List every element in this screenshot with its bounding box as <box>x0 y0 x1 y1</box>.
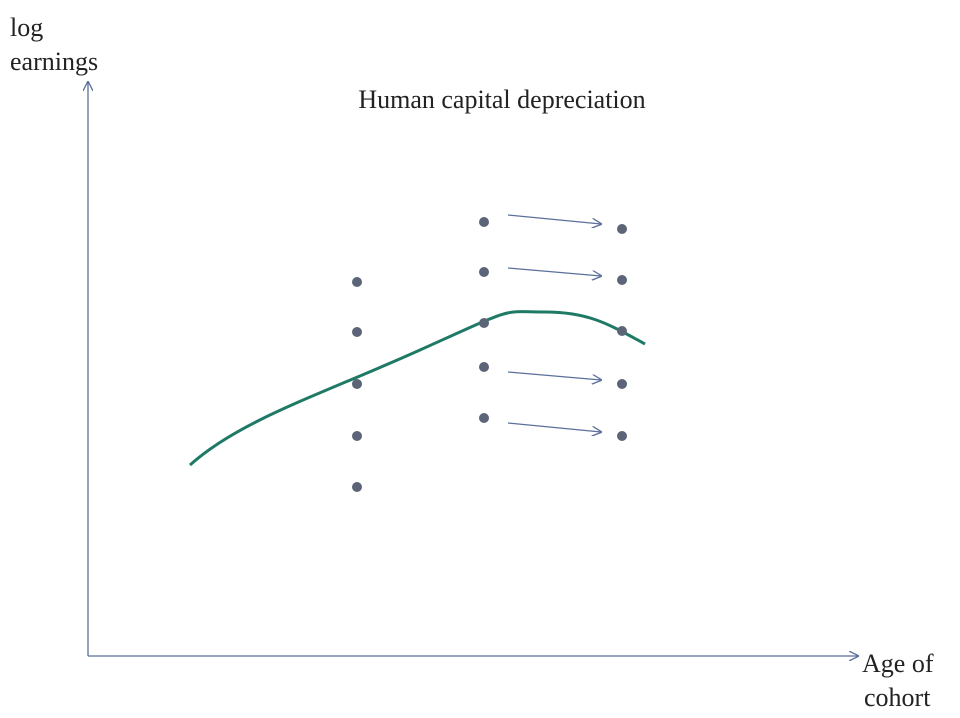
dot <box>352 327 362 337</box>
x-axis-label: cohort <box>864 683 931 712</box>
dot <box>617 224 627 234</box>
dot <box>479 362 489 372</box>
dots-left <box>352 277 362 492</box>
shift-arrows <box>507 214 601 432</box>
dot <box>352 379 362 389</box>
arrow <box>507 422 601 432</box>
arrow <box>507 267 601 276</box>
dot <box>617 275 627 285</box>
dot <box>479 267 489 277</box>
dot <box>479 413 489 423</box>
dots-middle <box>479 217 489 423</box>
arrow <box>507 371 601 380</box>
dot <box>352 431 362 441</box>
dot <box>352 277 362 287</box>
dot <box>617 326 627 336</box>
dots-right <box>617 224 627 441</box>
y-axis-label: log <box>10 13 43 42</box>
dot <box>617 379 627 389</box>
dot <box>352 482 362 492</box>
dot <box>479 217 489 227</box>
dot <box>479 318 489 328</box>
earnings-curve <box>188 310 646 467</box>
dot <box>617 431 627 441</box>
x-axis-label: Age of <box>862 649 934 678</box>
title: Human capital depreciation <box>358 85 645 114</box>
y-axis-label: earnings <box>10 47 98 76</box>
arrow <box>507 214 601 224</box>
